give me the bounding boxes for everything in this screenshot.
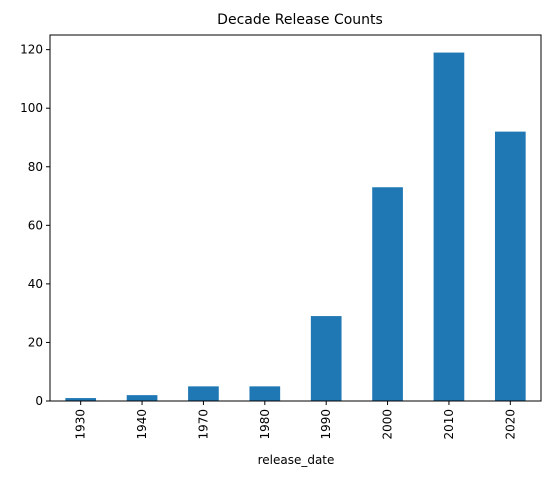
y-tick-label: 100 <box>20 101 43 115</box>
bar-2020 <box>494 131 526 401</box>
chart-title: Decade Release Counts <box>217 12 383 28</box>
x-tick-label: 2010 <box>442 409 456 440</box>
x-tick-label: 1930 <box>74 409 88 440</box>
y-tick-label: 60 <box>28 218 43 232</box>
bars-layer <box>65 52 526 402</box>
x-tick-label: 1940 <box>135 409 149 440</box>
bar-2000 <box>372 187 403 401</box>
x-axis: 1930 1940 1970 1980 1990 2000 2010 2020 <box>74 401 517 440</box>
x-tick-label: 1980 <box>258 409 272 440</box>
x-tick-label: 1990 <box>319 409 333 440</box>
x-tick-label: 1970 <box>196 409 210 440</box>
bar-1940 <box>126 395 158 401</box>
y-tick-label: 40 <box>28 277 43 291</box>
bar-1980 <box>249 386 281 401</box>
x-axis-label: release_date <box>258 453 335 467</box>
bar-1930 <box>65 398 97 401</box>
plot-background <box>50 35 541 401</box>
y-tick-label: 0 <box>35 394 43 408</box>
plot-frame <box>49 34 542 402</box>
y-tick-label: 80 <box>28 160 43 174</box>
bar-1990 <box>310 316 342 401</box>
plot-area: 0 20 40 60 80 100 120 1930 1940 1970 1980 1990 2000… <box>20 34 542 440</box>
y-axis: 0 20 40 60 80 100 120 <box>20 43 50 408</box>
y-tick-label: 20 <box>28 335 43 349</box>
bar-1970 <box>188 386 219 401</box>
x-tick-label: 2020 <box>503 409 517 440</box>
y-tick-label: 120 <box>20 43 43 57</box>
bar-2010 <box>433 52 465 402</box>
x-tick-label: 2000 <box>381 409 395 440</box>
